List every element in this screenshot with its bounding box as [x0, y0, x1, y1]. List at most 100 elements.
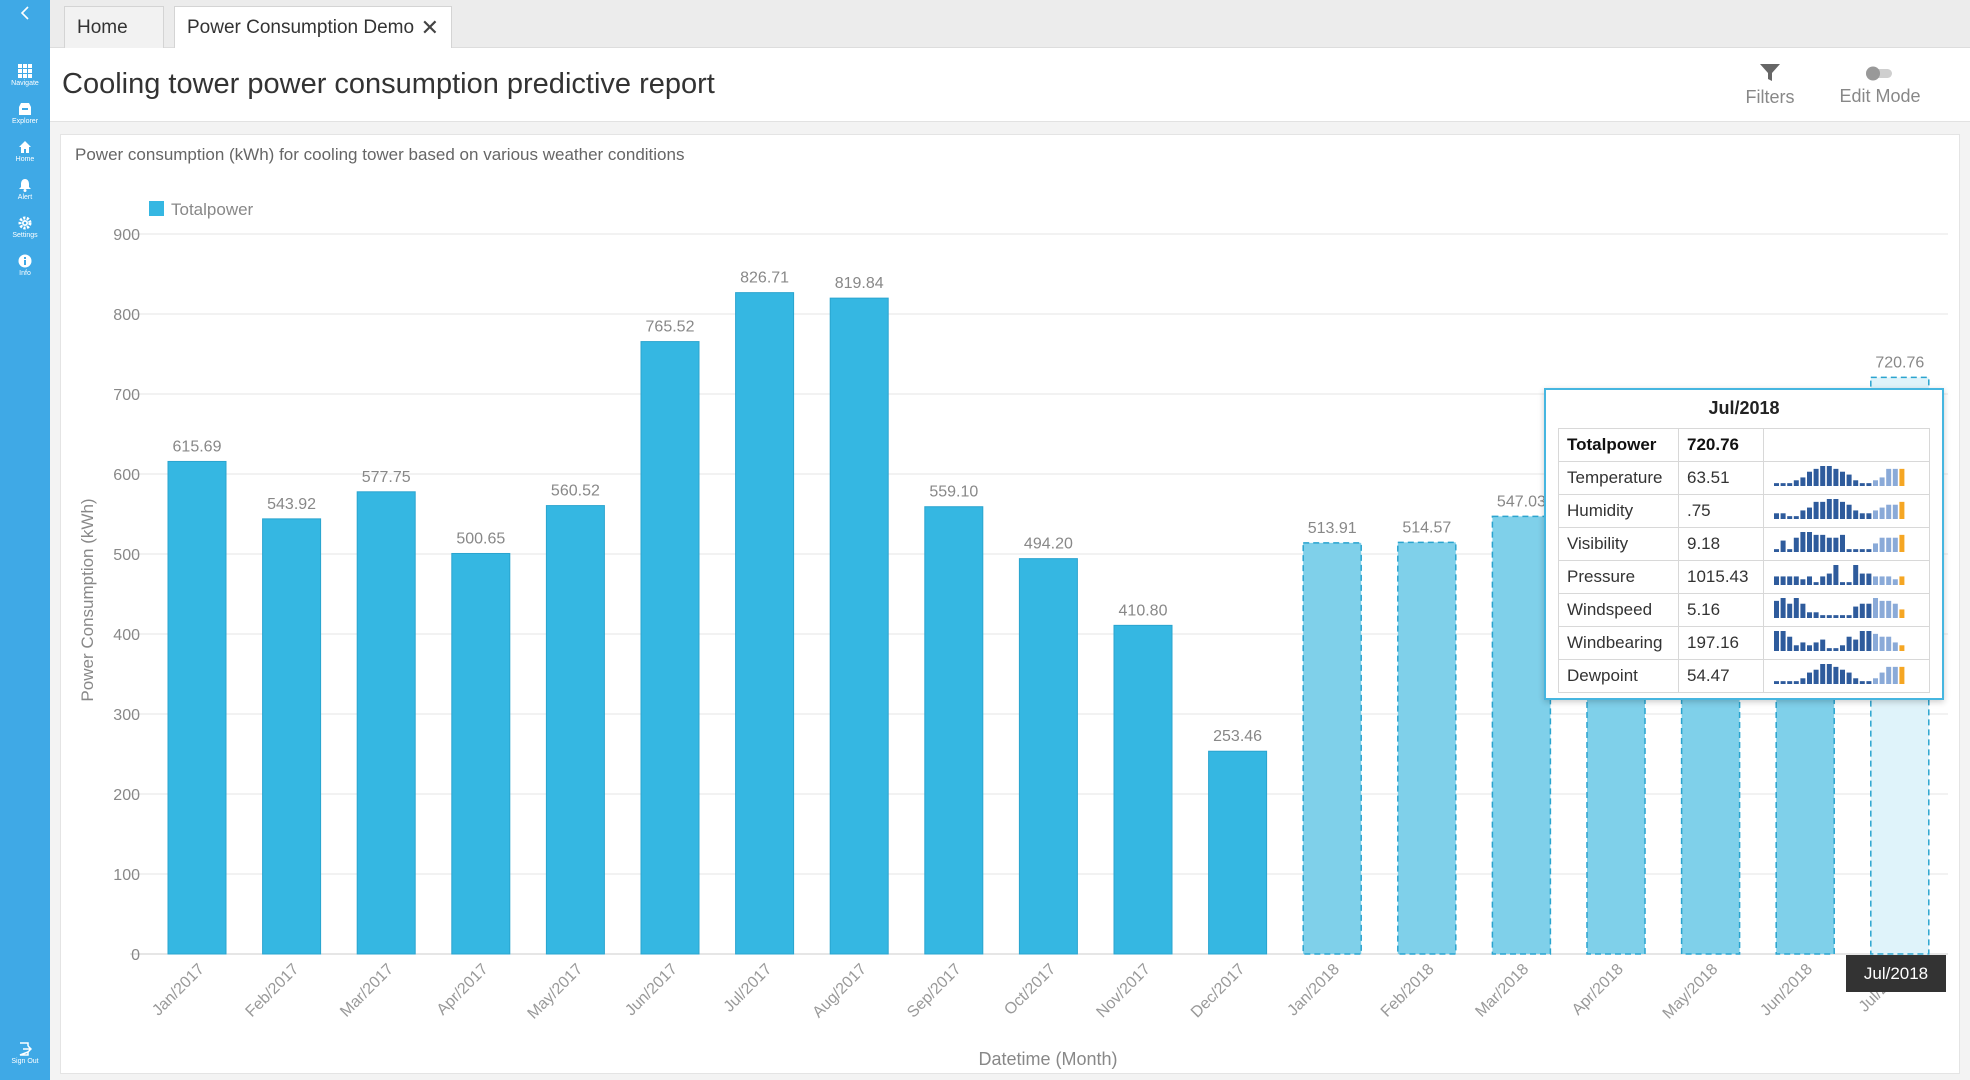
sidebar-item-home[interactable]: Home: [0, 134, 50, 168]
edit-mode-toggle[interactable]: Edit Mode: [1812, 58, 1948, 112]
sparkline-bar: [1774, 575, 1779, 585]
sidebar-item-info[interactable]: Info: [0, 248, 50, 282]
tab-power-consumption-demo[interactable]: Power Consumption Demo ✕: [174, 6, 452, 49]
sparkline-bar: [1853, 548, 1859, 552]
y-tick-label: 900: [113, 227, 140, 244]
sidebar-item-navigate[interactable]: Navigate: [0, 58, 50, 92]
sparkline-bar: [1787, 515, 1793, 519]
sparkline-bar: [1892, 504, 1898, 519]
data-tooltip: Jul/2018 Totalpower 720.76 Temperature 63.5…: [1544, 388, 1944, 700]
sparkline-bar: [1899, 666, 1905, 684]
data-label: 720.76: [1875, 354, 1924, 371]
y-tick-label: 400: [113, 627, 140, 644]
sparkline-cell: [1763, 527, 1930, 561]
sparkline-bar: [1793, 575, 1799, 585]
data-label: 494.20: [1024, 536, 1073, 553]
x-tick-label: May/2017: [525, 961, 587, 1023]
sparkline-cell: [1763, 659, 1930, 693]
sidebar-item-explorer[interactable]: Explorer: [0, 96, 50, 130]
collapse-sidebar-button[interactable]: [0, 0, 50, 26]
sparkline-bar: [1873, 677, 1878, 684]
filters-label: Filters: [1745, 86, 1795, 107]
data-label: 513.91: [1308, 520, 1357, 537]
data-label: 765.52: [646, 319, 695, 336]
tooltip-value: 63.51: [1678, 461, 1764, 495]
sparkline-bar: [1813, 611, 1819, 618]
x-tick-label: Mar/2017: [337, 961, 397, 1021]
bar: [1491, 515, 1552, 955]
sparkline-bar: [1886, 636, 1892, 651]
sparkline-bar: [1886, 468, 1892, 486]
close-tab-icon[interactable]: ✕: [420, 15, 439, 40]
bar: [1302, 542, 1362, 955]
sparkline-bar: [1833, 468, 1839, 486]
tooltip-row: Humidity .75: [1558, 494, 1930, 528]
sign-out-label: Sign Out: [11, 1057, 39, 1065]
sparkline-bar: [1820, 639, 1826, 651]
x-tick-label: Jan/2018: [1284, 961, 1343, 1020]
tooltip-row: Temperature 63.51: [1558, 461, 1930, 495]
x-tick-label: Mar/2018: [1472, 961, 1532, 1021]
bar: [1113, 624, 1173, 955]
sign-out-button[interactable]: Sign Out: [0, 1036, 50, 1070]
sidebar: Navigate Explorer Home Alert Settings In…: [0, 0, 50, 1080]
data-label: 577.75: [362, 469, 411, 486]
sparkline-bar: [1807, 611, 1812, 618]
sparkline-bar: [1780, 630, 1786, 651]
sparkline-bar: [1879, 476, 1885, 486]
filter-icon: [1760, 63, 1780, 81]
sparkline-bar: [1774, 482, 1779, 486]
sparkline-bar: [1853, 509, 1859, 519]
bar: [735, 292, 795, 955]
sidebar-item-alert[interactable]: Alert: [0, 172, 50, 206]
sparkline-bar: [1886, 575, 1892, 585]
sparkline-bar: [1846, 548, 1852, 552]
data-label: 560.52: [551, 483, 600, 500]
sparkline-bar: [1892, 603, 1898, 618]
sparkline-bar: [1866, 548, 1872, 552]
filters-button[interactable]: Filters: [1730, 58, 1810, 112]
x-tick-label: Aug/2017: [810, 961, 871, 1022]
sparkline-bar: [1840, 534, 1845, 552]
sparkline-bar: [1774, 600, 1779, 618]
y-tick-label: 600: [113, 467, 140, 484]
sparkline-cell: [1763, 560, 1930, 594]
sparkline-bar: [1866, 680, 1872, 684]
sparkline-bar: [1859, 548, 1865, 552]
sidebar-item-settings[interactable]: Settings: [0, 210, 50, 244]
sparkline-bar: [1820, 614, 1826, 618]
sparkline-bar: [1886, 504, 1892, 519]
sparkline-bar: [1840, 644, 1845, 651]
sparkline-bar: [1800, 509, 1806, 519]
sparkline-bar: [1859, 482, 1865, 486]
sparkline-bar: [1846, 474, 1852, 486]
sparkline-bar: [1840, 501, 1845, 519]
sparkline-bar: [1859, 630, 1865, 651]
sparkline-bar: [1780, 597, 1786, 618]
sparkline-bar: [1780, 680, 1786, 684]
sparkline-bar: [1800, 578, 1806, 585]
home-icon: [19, 140, 31, 153]
sparkline-bar: [1873, 597, 1878, 618]
sparkline-cell: [1763, 428, 1930, 462]
x-axis-tooltip: Jul/2018: [1846, 955, 1946, 992]
bar: [829, 297, 889, 955]
sparkline-bar: [1840, 581, 1845, 585]
bar: [167, 460, 227, 955]
tab-home[interactable]: Home: [64, 6, 164, 48]
sparkline-bar: [1873, 633, 1878, 651]
tooltip-title: Jul/2018: [1708, 398, 1780, 418]
sparkline-bar: [1807, 471, 1812, 486]
y-tick-label: 700: [113, 387, 140, 404]
sparkline-bar: [1787, 482, 1793, 486]
sign-out-icon: [19, 1041, 32, 1056]
sparkline-bar: [1780, 540, 1786, 552]
sparkline-bar: [1859, 512, 1865, 519]
legend-label: Totalpower: [171, 200, 254, 219]
toggle-switch-icon: [1866, 66, 1892, 80]
sparkline-bar: [1820, 534, 1826, 552]
sparkline-bar: [1840, 669, 1845, 684]
bar: [924, 506, 984, 955]
sparkline: [1774, 597, 1905, 618]
sparkline: [1774, 663, 1905, 684]
